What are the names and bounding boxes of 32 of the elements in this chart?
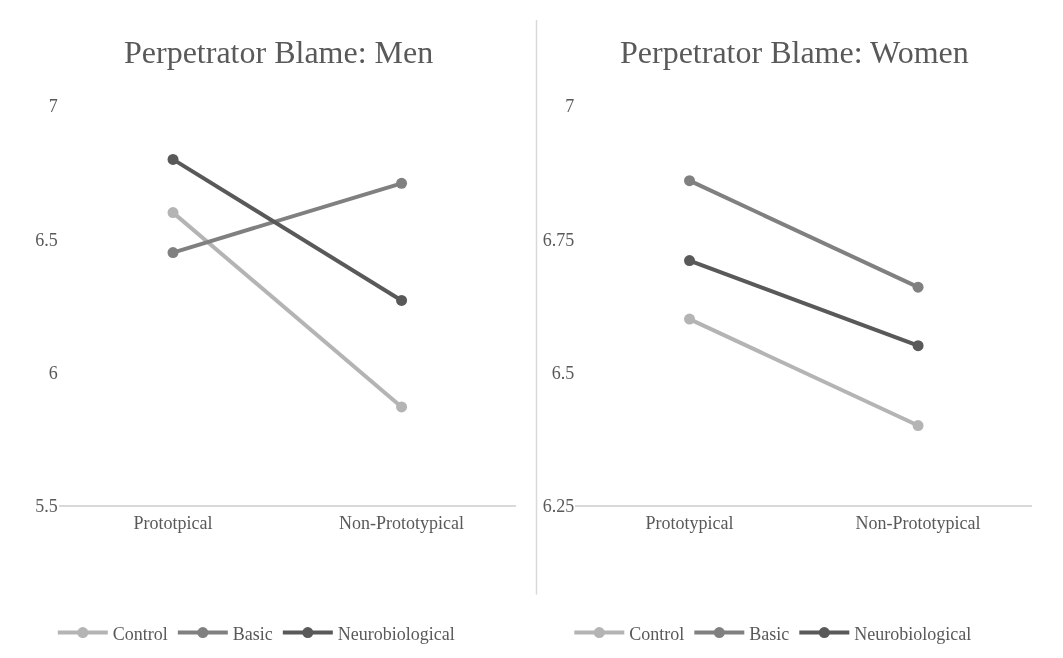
legend-label: Control — [112, 623, 168, 644]
point — [396, 401, 408, 413]
point — [912, 420, 924, 432]
point — [684, 313, 696, 325]
y-tick-label: 6.5 — [551, 362, 575, 383]
legend-label: Control — [629, 623, 685, 644]
point — [396, 294, 408, 306]
point — [912, 340, 924, 352]
chart-title: Perpetrator Blame: Women — [620, 34, 969, 70]
chart-title: Perpetrator Blame: Men — [124, 34, 434, 70]
legend-label: Basic — [749, 623, 790, 644]
legend-label: Basic — [232, 623, 273, 644]
point — [167, 207, 179, 219]
y-tick-label: 6.5 — [35, 229, 58, 250]
point — [396, 177, 408, 189]
y-tick-label: 6.25 — [542, 495, 575, 516]
legend-label: Neurobiological — [337, 623, 455, 644]
legend-label: Neurobiological — [854, 623, 972, 644]
point — [912, 281, 924, 293]
y-tick-label: 5.5 — [35, 495, 58, 516]
x-tick-label: Non-Prototypical — [339, 512, 465, 533]
point — [684, 255, 696, 267]
point — [684, 175, 696, 187]
x-tick-label: Prototpical — [133, 512, 213, 533]
x-tick-label: Non-Prototypical — [855, 512, 981, 533]
point — [167, 247, 179, 259]
point — [167, 153, 179, 165]
y-tick-label: 7 — [48, 96, 58, 117]
y-tick-label: 6 — [48, 362, 58, 383]
x-tick-label: Prototypical — [645, 512, 734, 533]
y-tick-label: 6.75 — [542, 229, 575, 250]
y-tick-label: 7 — [565, 96, 575, 117]
